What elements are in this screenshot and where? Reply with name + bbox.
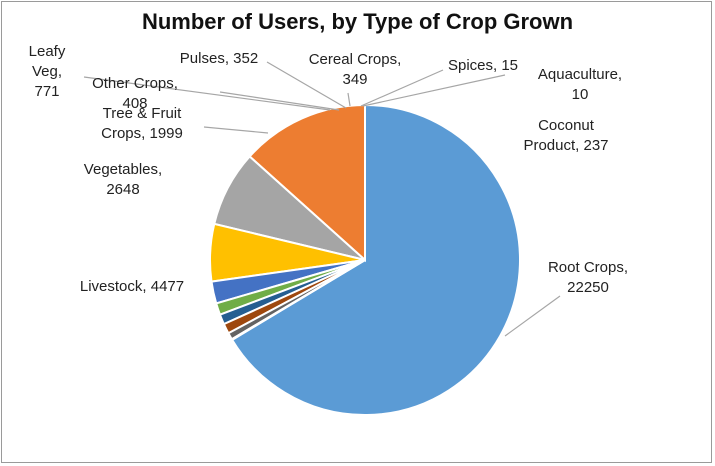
leader-line xyxy=(347,92,351,107)
data-label-tree-fruit-crops: Tree & Fruit Crops, 1999 xyxy=(101,105,183,142)
data-label-leafy-veg: Leafy Veg, 771 xyxy=(29,43,66,100)
data-label-livestock: Livestock, 4477 xyxy=(80,278,184,295)
chart-title: Number of Users, by Type of Crop Grown xyxy=(141,9,574,34)
leader-line xyxy=(360,69,444,107)
leader-line xyxy=(504,295,561,337)
data-label-root-crops: Root Crops, 22250 xyxy=(548,259,628,296)
data-label-spices: Spices, 15 xyxy=(448,57,518,74)
leader-line xyxy=(83,76,331,111)
data-label-other-crops: Other Crops, 408 xyxy=(92,75,178,112)
data-label-cereal-crops: Cereal Crops, 349 xyxy=(309,51,402,88)
data-label-aquaculture: Aquaculture, 10 xyxy=(538,66,622,103)
pie-slice-root-crops xyxy=(230,103,521,416)
pie-slice-aquaculture xyxy=(230,259,366,342)
pie-slice-livestock xyxy=(248,103,366,263)
leader-line xyxy=(266,61,347,109)
data-label-pulses: Pulses, 352 xyxy=(180,50,258,67)
leader-line xyxy=(203,126,269,134)
data-label-coconut-product: Coconut Product, 237 xyxy=(523,117,608,154)
data-label-vegetables: Vegetables, 2648 xyxy=(84,161,162,198)
leader-line xyxy=(362,74,506,107)
leader-line xyxy=(219,91,340,111)
